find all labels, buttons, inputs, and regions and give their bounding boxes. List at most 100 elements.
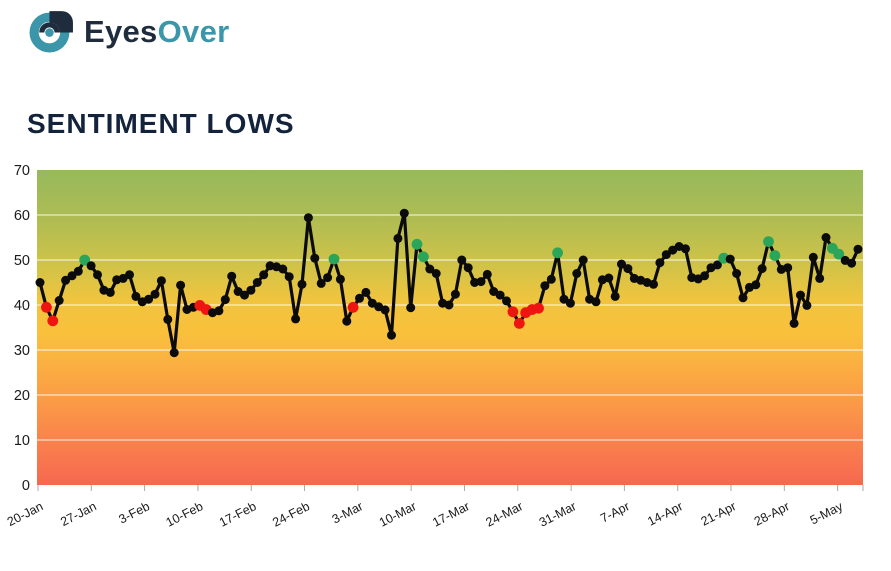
data-point-k xyxy=(144,294,154,304)
data-point-k xyxy=(502,296,511,306)
data-point-r xyxy=(347,301,359,313)
data-point-k xyxy=(259,270,269,280)
data-point-k xyxy=(227,271,237,281)
data-point-k xyxy=(35,278,45,287)
data-point-k xyxy=(61,275,71,285)
data-point-k xyxy=(131,291,141,301)
data-point-k xyxy=(67,271,77,281)
data-point-k xyxy=(125,270,134,280)
data-point-k xyxy=(559,294,569,304)
data-point-k xyxy=(176,280,186,290)
data-point-g xyxy=(769,250,781,261)
data-point-k xyxy=(572,269,582,278)
data-point-k xyxy=(316,278,326,288)
data-point-k xyxy=(732,269,742,278)
data-point-k xyxy=(342,316,352,326)
data-point-k xyxy=(399,208,409,218)
data-point-k xyxy=(482,269,492,279)
data-point-g xyxy=(763,236,774,247)
plot-area xyxy=(37,170,863,485)
page-title: SENTIMENT LOWS xyxy=(27,108,295,139)
x-tick-label: 17-Mar xyxy=(430,499,472,529)
data-point-k xyxy=(495,290,505,300)
data-point-r xyxy=(47,315,59,327)
sentiment-lows-chart: 0 10 20 30 40 50 60 70 20-Jan 27-Jan 3-Feb 10-Feb 17… xyxy=(5,163,864,530)
data-point-k xyxy=(54,296,64,305)
data-point-k xyxy=(796,290,805,300)
data-point-k xyxy=(725,254,735,264)
data-point-k xyxy=(751,280,761,290)
data-point-k xyxy=(444,300,454,310)
data-point-k xyxy=(808,252,818,262)
data-point-k xyxy=(393,233,403,243)
x-tick-label: 3-Mar xyxy=(330,499,365,526)
x-tick-label: 7-Apr xyxy=(598,499,632,525)
data-point-r xyxy=(507,306,519,318)
data-point-k xyxy=(649,279,658,289)
data-point-k xyxy=(150,289,160,299)
data-point-g xyxy=(552,247,563,259)
data-point-k xyxy=(757,264,767,274)
data-point-k xyxy=(610,291,620,301)
data-point-k xyxy=(246,285,256,295)
data-point-k xyxy=(284,272,294,282)
data-point-k xyxy=(565,298,575,308)
eyesover-logo-text: EyesOver xyxy=(84,16,229,47)
x-tick-label: 27-Jan xyxy=(58,499,98,529)
data-point-k xyxy=(240,290,249,300)
data-point-k xyxy=(335,274,345,284)
data-point-k xyxy=(156,276,166,286)
data-point-k xyxy=(163,314,173,324)
data-point-k xyxy=(853,244,863,254)
data-point-k xyxy=(591,297,601,307)
x-tick-label: 3-Feb xyxy=(117,499,152,526)
data-point-k xyxy=(425,264,435,274)
data-point-k xyxy=(361,287,371,297)
data-point-k xyxy=(738,293,748,303)
data-point-k xyxy=(540,281,550,291)
data-point-k xyxy=(310,253,320,263)
x-tick-label: 24-Feb xyxy=(270,499,312,529)
data-point-k xyxy=(476,277,486,287)
data-point-k xyxy=(578,255,588,265)
data-point-r xyxy=(533,302,544,314)
data-point-k xyxy=(617,259,626,269)
x-tick-label: 20-Jan xyxy=(5,499,45,529)
data-point-r xyxy=(41,301,52,313)
y-tick-label: 0 xyxy=(22,478,30,494)
data-point-k xyxy=(847,258,857,268)
data-point-k xyxy=(457,255,467,265)
data-point-k xyxy=(783,263,793,273)
data-point-k xyxy=(463,263,473,273)
data-point-k xyxy=(323,273,333,283)
data-point-k xyxy=(450,289,460,299)
data-point-k xyxy=(431,269,441,278)
data-point-k xyxy=(169,348,179,358)
data-point-k xyxy=(86,261,96,271)
data-point-k xyxy=(700,271,710,281)
data-point-k xyxy=(303,213,313,223)
eyesover-logo: EyesOver xyxy=(28,8,229,54)
data-point-k xyxy=(546,274,556,284)
y-tick-label: 30 xyxy=(14,343,30,359)
brand-word-eyes: Eyes xyxy=(84,13,158,49)
y-tick-label: 10 xyxy=(14,433,30,449)
data-point-k xyxy=(73,266,83,276)
data-point-k xyxy=(623,264,633,274)
data-point-k xyxy=(297,279,307,289)
data-point-k xyxy=(406,303,416,313)
data-point-k xyxy=(380,305,390,315)
data-point-k xyxy=(802,300,812,310)
data-point-k xyxy=(105,287,115,297)
x-tick-label: 21-Apr xyxy=(699,499,739,529)
data-point-k xyxy=(681,244,690,254)
data-point-k xyxy=(214,306,224,316)
data-point-g xyxy=(79,254,91,266)
data-point-k xyxy=(278,264,288,274)
y-tick-label: 70 xyxy=(14,163,30,179)
y-tick-label: 20 xyxy=(14,388,30,404)
data-point-k xyxy=(252,278,262,287)
x-tick-label: 24-Mar xyxy=(484,499,526,529)
data-point-g xyxy=(328,253,340,265)
data-point-k xyxy=(789,318,799,328)
